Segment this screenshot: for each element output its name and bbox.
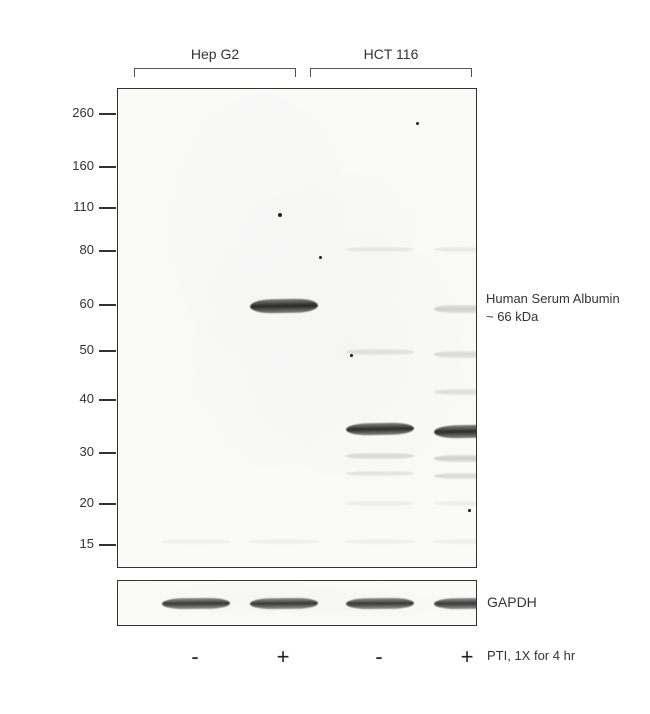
treatment-label: PTI, 1X for 4 hr — [487, 648, 575, 663]
target-name: Human Serum Albumin — [486, 290, 620, 308]
target-protein-label: Human Serum Albumin~ 66 kDa — [486, 290, 620, 325]
protein-band — [346, 453, 414, 459]
treatment-symbol: + — [271, 644, 295, 670]
loading-band — [434, 598, 477, 610]
loading-control-label: GAPDH — [487, 594, 537, 610]
treatment-symbol: - — [367, 644, 391, 670]
loading-control-blot — [117, 580, 477, 626]
mw-label: 160 — [60, 158, 94, 173]
treatment-symbol: - — [183, 644, 207, 670]
loading-band — [162, 598, 230, 610]
mw-tick — [99, 250, 116, 252]
protein-band — [346, 471, 414, 476]
mw-label: 50 — [60, 342, 94, 357]
sample-bracket — [310, 68, 472, 76]
protein-band — [434, 455, 477, 462]
protein-band — [346, 539, 414, 544]
protein-band — [434, 351, 477, 358]
protein-band — [250, 298, 318, 313]
mw-tick — [99, 452, 116, 454]
mw-label: 40 — [60, 391, 94, 406]
protein-band — [346, 349, 414, 355]
sample-label: HCT 116 — [310, 46, 472, 62]
sample-bracket — [134, 68, 296, 76]
protein-band — [162, 539, 230, 544]
mw-tick — [99, 113, 116, 115]
protein-band — [434, 247, 477, 252]
protein-band — [434, 305, 477, 313]
artifact-speck — [278, 213, 282, 217]
mw-tick — [99, 503, 116, 505]
mw-label: 110 — [60, 199, 94, 214]
main-blot — [117, 88, 477, 568]
loading-band — [250, 598, 318, 610]
artifact-speck — [468, 509, 471, 512]
mw-label: 80 — [60, 242, 94, 257]
protein-band — [346, 501, 414, 506]
protein-band — [346, 422, 414, 435]
mw-tick — [99, 166, 116, 168]
mw-tick — [99, 544, 116, 546]
artifact-speck — [319, 256, 322, 259]
protein-band — [434, 389, 477, 395]
target-mw: ~ 66 kDa — [486, 308, 620, 326]
mw-label: 260 — [60, 105, 94, 120]
protein-band — [434, 424, 477, 438]
protein-band — [346, 247, 414, 252]
protein-band — [250, 539, 318, 544]
mw-tick — [99, 350, 116, 352]
mw-label: 30 — [60, 444, 94, 459]
mw-label: 60 — [60, 296, 94, 311]
mw-tick — [99, 399, 116, 401]
mw-label: 20 — [60, 495, 94, 510]
sample-label: Hep G2 — [134, 46, 296, 62]
artifact-speck — [350, 354, 353, 357]
loading-band — [346, 598, 414, 610]
protein-band — [434, 539, 477, 544]
mw-tick — [99, 207, 116, 209]
treatment-symbol: + — [455, 644, 479, 670]
mw-tick — [99, 304, 116, 306]
artifact-speck — [416, 122, 419, 125]
mw-label: 15 — [60, 536, 94, 551]
protein-band — [434, 473, 477, 479]
protein-band — [434, 501, 477, 506]
